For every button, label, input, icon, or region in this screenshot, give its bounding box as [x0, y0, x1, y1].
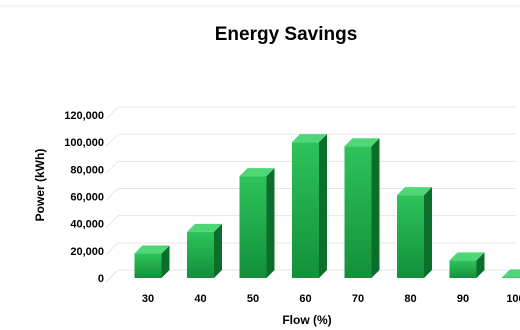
y-tick-label: 80,000: [70, 164, 104, 176]
bar-front-face: [239, 176, 267, 278]
gridline-slant: [105, 160, 119, 174]
bar-side-face: [424, 187, 432, 278]
bars: [134, 134, 520, 278]
bar: [187, 223, 222, 278]
bar: [449, 252, 485, 278]
bar-side-face: [214, 223, 222, 278]
bar-front-face: [502, 277, 520, 278]
bar-top-face: [344, 138, 380, 147]
bar: [134, 245, 170, 278]
bar-top-face: [134, 245, 170, 254]
bar-side-face: [161, 245, 170, 278]
y-tick-label: 40,000: [70, 219, 104, 231]
bar: [239, 168, 275, 278]
bar-side-face: [266, 168, 275, 278]
bar-front-face: [344, 146, 372, 278]
bar: [502, 269, 520, 278]
x-tick-label: 90: [457, 293, 469, 305]
y-tick-label: 120,000: [64, 110, 104, 122]
y-tick-label: 20,000: [70, 246, 104, 258]
bar-front-face: [397, 195, 424, 278]
bar-front-face: [292, 142, 319, 278]
gridline-slant: [105, 133, 119, 147]
bar-top-face: [187, 223, 222, 232]
gridline-slant: [105, 106, 119, 120]
bar-top-face: [239, 168, 275, 177]
bar: [292, 134, 327, 278]
bar-side-face: [371, 138, 380, 278]
x-tick-label: 50: [247, 293, 259, 305]
y-tick-label: 0: [98, 273, 104, 285]
x-tick-label: 40: [194, 293, 206, 305]
x-axis-title: Flow (%): [282, 313, 331, 327]
bar: [397, 187, 432, 278]
x-tick-label: 60: [299, 293, 311, 305]
gridline-slant: [105, 215, 119, 229]
x-tick-label: 30: [142, 293, 154, 305]
x-tick-labels: 30 40 50 60 70 80 90 100: [142, 293, 520, 305]
bar-side-face: [319, 134, 327, 278]
bar-front-face: [187, 231, 214, 278]
bar-front-face: [449, 260, 477, 278]
gridline-slant: [105, 269, 119, 283]
bar-top-face: [502, 269, 520, 278]
chart-title: Energy Savings: [215, 24, 358, 45]
y-tick-label: 100,000: [64, 137, 104, 149]
gridline-slant: [105, 242, 119, 256]
bar-top-face: [449, 252, 485, 261]
y-tick-label: 60,000: [70, 192, 104, 204]
bar-front-face: [134, 253, 162, 278]
bar-top-face: [292, 134, 327, 143]
bar-top-face: [397, 187, 432, 196]
bar: [344, 138, 380, 278]
bar-side-face: [476, 252, 485, 278]
x-tick-label: 100: [506, 293, 520, 305]
y-axis-title: Power (kWh): [33, 149, 47, 222]
gridline-slant: [105, 188, 119, 201]
x-tick-label: 70: [352, 293, 364, 305]
y-tick-labels: 0 20,000 40,000 60,000 80,000 100,000 120,000: [64, 110, 104, 285]
x-tick-label: 80: [404, 293, 416, 305]
